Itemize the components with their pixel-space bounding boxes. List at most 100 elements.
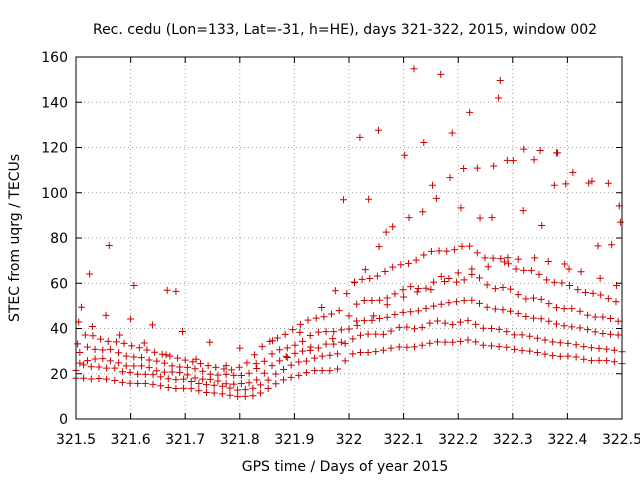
data-point [407,283,415,291]
data-point [599,313,607,321]
data-point [405,214,413,222]
data-point [490,162,498,170]
data-point [360,317,368,325]
data-point [445,274,453,282]
data-point [584,326,592,334]
data-point [526,332,534,340]
data-point [412,256,420,264]
data-point [483,303,491,311]
data-point [457,204,465,212]
data-point [536,146,544,154]
data-point [554,149,562,157]
data-point [589,289,597,297]
data-point [326,351,334,359]
data-point [258,343,266,351]
data-point [558,279,566,287]
data-point [596,274,604,282]
data-point [360,296,368,304]
data-point [368,316,376,324]
data-point [591,328,599,336]
data-point [414,284,422,292]
data-point [128,342,136,350]
data-point [361,266,369,274]
data-point [143,346,151,354]
data-point [174,354,182,362]
data-point [337,326,345,334]
data-point [196,360,204,368]
data-point [473,164,481,172]
data-point [149,371,157,379]
data-point [273,334,281,342]
data-point [86,270,94,278]
data-point [587,357,595,365]
data-point [472,320,480,328]
data-point [115,349,123,357]
data-point [331,287,339,295]
data-point [433,338,441,346]
data-point [157,373,165,381]
data-point [574,286,582,294]
data-point [522,295,530,303]
y-tick-label: 0 [59,412,68,428]
data-point [491,305,499,313]
data-point [115,359,123,367]
data-point [282,352,290,360]
data-point [358,275,366,283]
data-point [222,380,230,388]
data-point [329,335,337,343]
data-point [368,296,376,304]
data-point [279,376,287,384]
data-point [449,338,457,346]
data-point [584,311,592,319]
data-point [148,321,156,329]
data-point [356,133,364,141]
data-point [391,310,399,318]
data-point [504,254,512,262]
data-point [441,319,449,327]
data-point [445,299,453,307]
data-point [422,284,430,292]
data-point [411,343,419,351]
data-point [241,392,249,400]
data-point [318,303,326,311]
data-point [510,345,518,353]
data-point [145,364,153,372]
data-point [226,384,234,392]
data-point [105,241,113,249]
data-point [76,348,84,356]
data-point [81,331,89,339]
data-point [372,348,380,356]
data-point [279,365,287,373]
data-point [568,323,576,331]
data-point [531,254,539,262]
data-point [328,310,336,318]
data-point [180,384,188,392]
data-point [228,366,236,374]
data-point [387,327,395,335]
data-point [403,343,411,351]
data-point [497,255,505,263]
data-point [230,380,238,388]
data-point [191,374,199,382]
data-point [104,337,112,345]
data-point [118,368,126,376]
data-point [400,293,408,301]
data-point [518,331,526,339]
data-point [488,214,496,222]
data-point [537,295,545,303]
data-point [595,356,603,364]
data-point [226,391,234,399]
data-point [222,370,230,378]
data-point [475,299,483,307]
y-axis-label: STEC from uqrg / TECUs [7,154,23,322]
y-tick-label: 120 [41,141,68,157]
data-point [350,279,358,287]
data-point [403,323,411,331]
data-point [141,370,149,378]
data-point [481,254,489,262]
data-point [569,168,577,176]
data-point [418,323,426,331]
data-point [356,331,364,339]
data-point [372,330,380,338]
data-point [264,376,272,384]
